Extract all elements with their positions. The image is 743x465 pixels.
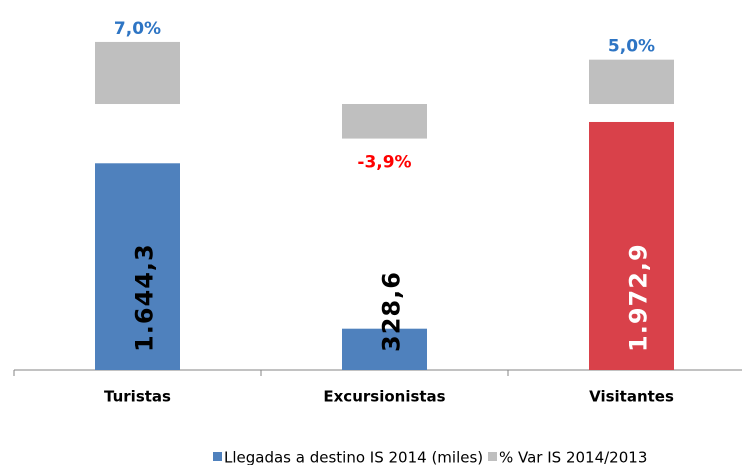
data-label: 7,0% [114,19,161,39]
legend-swatch [213,452,222,461]
legend-label: % Var IS 2014/2013 [499,449,647,465]
bar [342,104,427,139]
data-label: -3,9% [357,153,411,173]
legend-swatch [488,452,497,461]
data-label: 1.644,3 [131,243,159,352]
x-tick-label: Turistas [104,388,171,406]
x-tick-label: Excursionistas [323,388,445,406]
bar [95,163,180,370]
bar [589,121,674,370]
bar [589,59,674,105]
legend-label: Llegadas a destino IS 2014 (miles) [224,449,483,465]
data-label: 5,0% [608,37,655,57]
data-label: 328,6 [378,271,406,352]
bar [95,41,180,105]
x-tick-label: Visitantes [589,388,674,406]
bar [342,328,427,370]
data-label: 1.972,9 [625,243,653,352]
